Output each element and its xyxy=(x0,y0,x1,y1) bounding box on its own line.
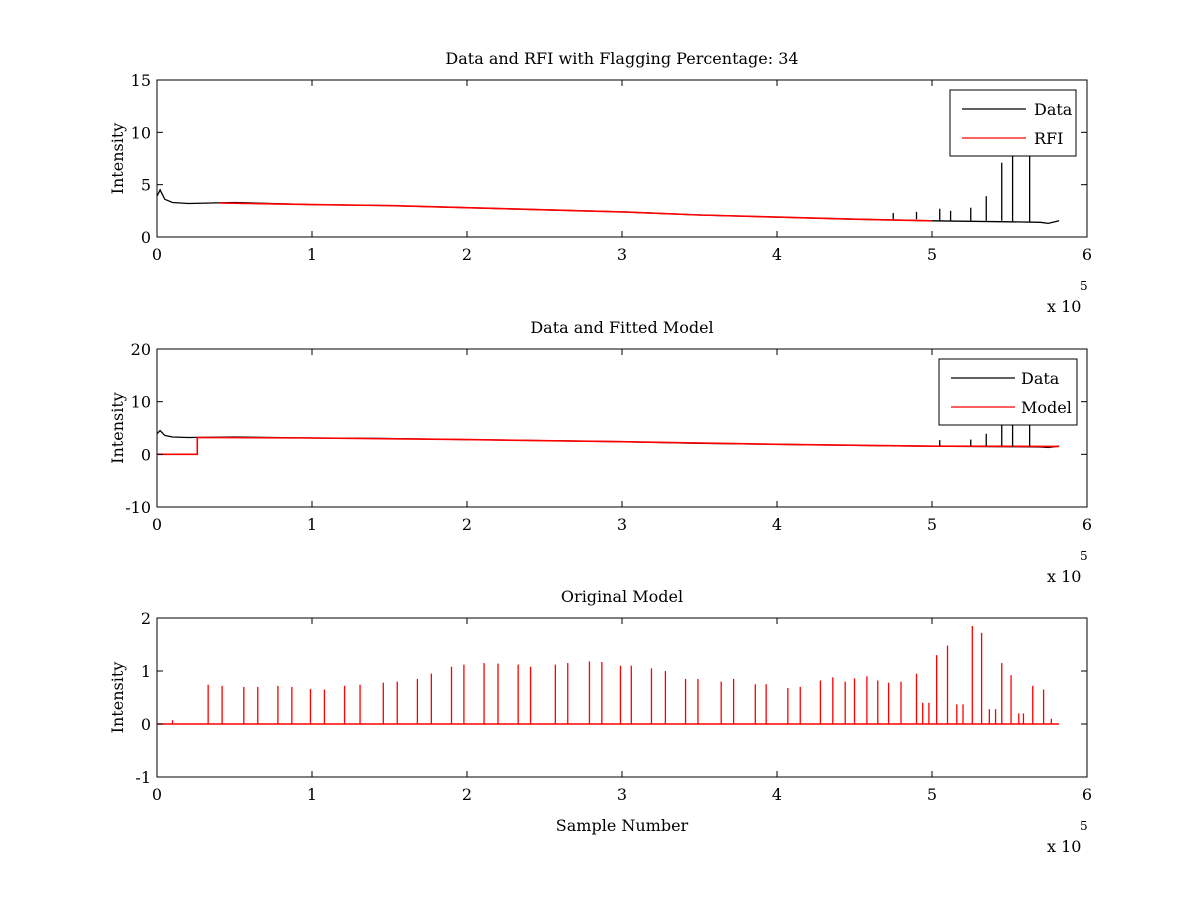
x-tick-label: 0 xyxy=(152,515,162,534)
x-tick-label: 1 xyxy=(307,245,317,264)
y-tick-label: 0 xyxy=(141,228,151,247)
y-tick-label: 0 xyxy=(141,715,151,734)
series-model-line xyxy=(157,436,1060,456)
legend: Data RFI xyxy=(949,89,1077,157)
x-tick-label: 0 xyxy=(152,245,162,264)
x-axis-label: Sample Number xyxy=(556,816,689,835)
y-tick-label: 20 xyxy=(131,340,151,359)
x-tick-label: 5 xyxy=(927,245,937,264)
subplot-title: Original Model xyxy=(561,587,683,606)
y-axis-label: Intensity xyxy=(108,123,127,195)
x-tick-label: 3 xyxy=(617,515,627,534)
y-tick-label: 1 xyxy=(141,662,151,681)
legend-entry-label: RFI xyxy=(1034,129,1063,148)
y-tick-label: 2 xyxy=(141,609,151,628)
y-tick-label: -10 xyxy=(125,498,151,517)
legend-box xyxy=(938,358,1078,426)
axes-box xyxy=(156,79,1088,238)
x-tick-label: 2 xyxy=(462,245,472,264)
x-tick-label: 1 xyxy=(307,785,317,804)
x-tick-label: 5 xyxy=(927,785,937,804)
x-tick-label: 5 xyxy=(927,515,937,534)
legend-entry-label: Model xyxy=(1021,398,1072,417)
y-tick-label: 0 xyxy=(141,445,151,464)
plot-area xyxy=(157,383,1060,456)
y-axis-label: Intensity xyxy=(108,662,127,734)
x-exponent-power: 5 xyxy=(1080,279,1088,293)
subplot-1: 0 1 2 3 4 5 6 0 5 10 15 x 10 5 Data and RFI with Flag… xyxy=(108,49,1092,316)
x-tick-label: 3 xyxy=(617,785,627,804)
legend-entry-label: Data xyxy=(1034,100,1073,119)
x-exponent-power: 5 xyxy=(1080,819,1088,833)
x-tick-label: 3 xyxy=(617,245,627,264)
x-exponent-label: x 10 xyxy=(1047,297,1081,316)
legend-box xyxy=(949,89,1077,157)
x-tick-label: 6 xyxy=(1082,785,1092,804)
subplot-title: Data and RFI with Flagging Percentage: 3… xyxy=(445,49,798,68)
x-tick-label: 2 xyxy=(462,785,472,804)
x-tick-label: 0 xyxy=(152,785,162,804)
y-tick-label: 10 xyxy=(131,123,151,142)
y-tick-label: 10 xyxy=(131,393,151,412)
legend-entry-label: Data xyxy=(1021,369,1060,388)
x-tick-label: 6 xyxy=(1082,515,1092,534)
axes-box xyxy=(156,617,1088,778)
x-tick-label: 6 xyxy=(1082,245,1092,264)
x-tick-label: 4 xyxy=(772,245,782,264)
y-tick-label: 15 xyxy=(131,71,151,90)
legend: Data Model xyxy=(938,358,1078,426)
axes-box xyxy=(156,348,1088,508)
y-axis-label: Intensity xyxy=(108,392,127,464)
subplot-title: Data and Fitted Model xyxy=(530,318,713,337)
series-rfi-line xyxy=(218,202,933,222)
y-tick-label: -1 xyxy=(135,768,151,787)
plot-area xyxy=(157,625,1060,725)
x-tick-label: 1 xyxy=(307,515,317,534)
x-tick-label: 4 xyxy=(772,785,782,804)
x-tick-label: 4 xyxy=(772,515,782,534)
x-exponent-power: 5 xyxy=(1080,549,1088,563)
x-tick-label: 2 xyxy=(462,515,472,534)
y-tick-label: 5 xyxy=(141,176,151,195)
x-exponent-label: x 10 xyxy=(1047,567,1081,586)
x-exponent-label: x 10 xyxy=(1047,837,1081,856)
